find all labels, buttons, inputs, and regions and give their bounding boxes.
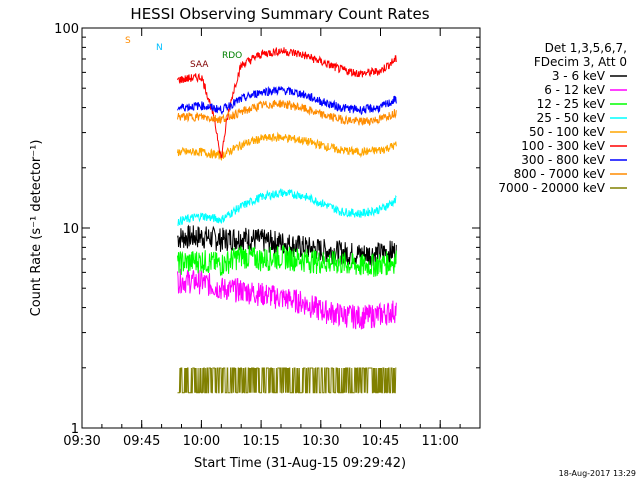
series-50-100-kev <box>177 131 397 162</box>
legend-header: Det 1,3,5,6,7, <box>545 41 627 55</box>
flag-label: RDO <box>222 51 242 61</box>
x-tick-label: 09:30 <box>63 434 100 449</box>
x-tick-label: 10:30 <box>302 434 339 449</box>
series-line <box>177 268 397 330</box>
legend-entry: 25 - 50 keV <box>537 111 606 125</box>
y-tick-label: 1 <box>71 422 79 437</box>
series-7000-20000-kev <box>177 367 397 394</box>
series-line <box>177 85 397 116</box>
series-800-7000-kev <box>177 99 397 127</box>
legend-entry: 6 - 12 keV <box>544 83 606 97</box>
series-6-12-kev <box>177 268 397 330</box>
x-axis-label: Start Time (31-Aug-15 09:29:42) <box>194 456 406 471</box>
legend-entry: 300 - 800 keV <box>521 153 605 167</box>
series-line <box>177 244 397 277</box>
x-tick-label: 09:45 <box>123 434 160 449</box>
series-line <box>177 131 397 162</box>
x-tick-label: 10:45 <box>362 434 399 449</box>
legend-entry: 800 - 7000 keV <box>514 167 606 181</box>
x-tick-label: 11:00 <box>421 434 458 449</box>
chart-title: HESSI Observing Summary Count Rates <box>130 5 429 23</box>
series-300-800-kev <box>177 85 397 116</box>
flag-label: SAA <box>190 60 209 70</box>
series-line <box>177 187 397 227</box>
series-line <box>177 99 397 127</box>
x-tick-label: 10:15 <box>242 434 279 449</box>
y-axis-label: Count Rate (s⁻¹ detector⁻¹) <box>29 140 44 317</box>
series-line <box>177 367 397 394</box>
legend-entry: 7000 - 20000 keV <box>498 181 605 195</box>
legend-entry: 50 - 100 keV <box>529 125 606 139</box>
legend-entry: 3 - 6 keV <box>552 69 606 83</box>
series-12-25-kev <box>177 244 397 277</box>
flag-label: S <box>125 36 131 46</box>
legend-entry: 100 - 300 keV <box>521 139 605 153</box>
flag-label: N <box>156 43 163 53</box>
series-25-50-kev <box>177 187 397 227</box>
x-tick-label: 10:00 <box>183 434 220 449</box>
legend-header: FDecim 3, Att 0 <box>534 55 627 69</box>
date-stamp: 18-Aug-2017 13:29 <box>559 469 636 478</box>
y-tick-label: 10 <box>62 222 79 237</box>
y-tick-label: 100 <box>54 22 79 37</box>
legend-entry: 12 - 25 keV <box>537 97 606 111</box>
